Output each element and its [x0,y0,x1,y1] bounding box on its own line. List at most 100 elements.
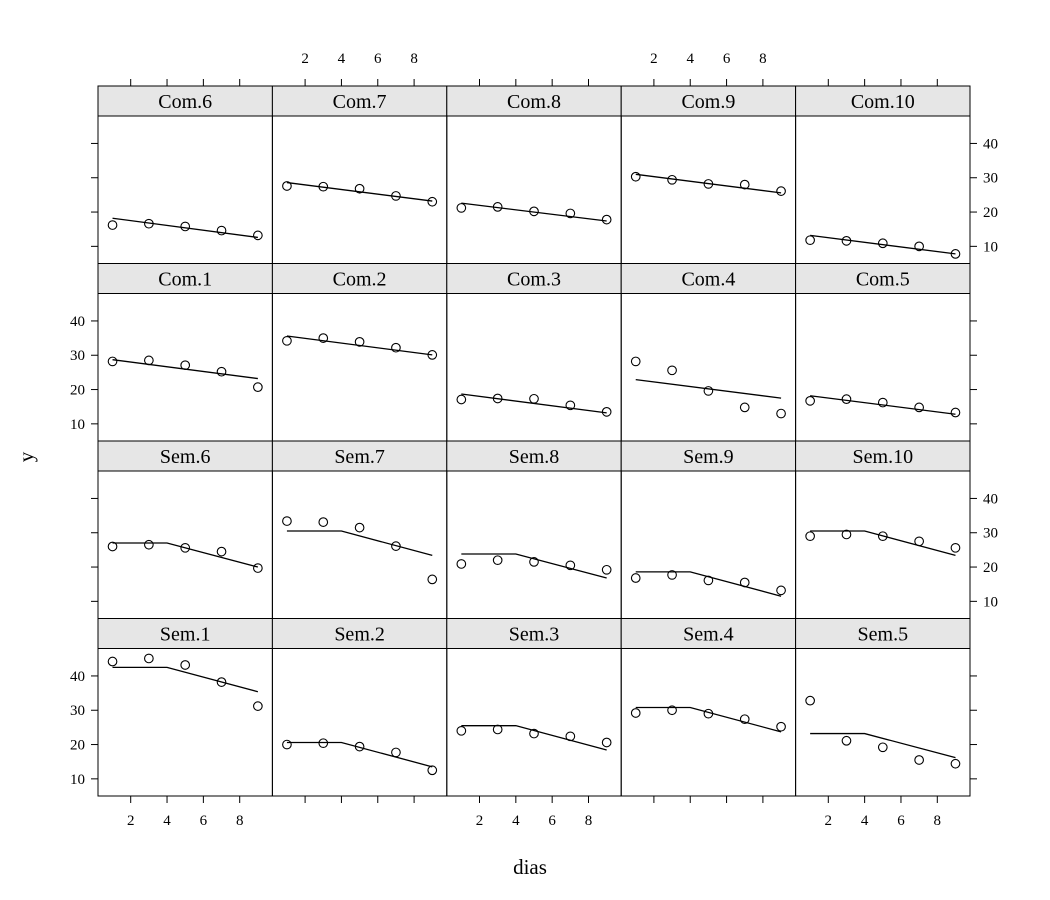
strip-label: Sem.5 [858,624,909,646]
data-point [841,529,852,540]
data-point [107,220,118,230]
x-tick-label: 2 [476,813,484,829]
y-tick-label: 30 [983,526,998,542]
x-tick-label: 6 [374,51,382,67]
panel-frame [97,293,273,442]
panel-frame [97,648,273,797]
fit-line [635,706,782,733]
y-tick-label: 20 [70,738,85,754]
x-tick-label: 8 [934,813,942,829]
y-tick-label: 40 [983,136,998,152]
strip-label: Com.4 [681,269,735,291]
data-point [805,695,815,706]
y-tick-label: 20 [983,560,998,576]
data-point [565,208,576,219]
data-point [427,350,438,360]
panel-com-8: Com.8 [446,85,622,264]
strip [271,263,448,294]
data-point [950,407,961,418]
data-point [107,356,118,367]
strip-label: Com.10 [851,91,915,113]
x-tick-label: 8 [410,51,418,67]
strip [795,440,971,472]
panel-sem-7: Sem.7 [271,440,448,619]
panel-frame [446,470,622,619]
data-point [354,741,365,752]
panel-sem-8: Sem.8 [446,440,622,619]
panel-sem-3: Sem.3 [446,618,622,797]
x-tick-label: 4 [338,51,346,67]
panel-sem-6: Sem.6 [97,440,273,619]
strip-label: Sem.6 [160,446,211,468]
panel-frame [271,648,448,797]
data-point [667,570,677,580]
data-point [776,585,786,596]
data-point [529,206,539,217]
data-point [253,563,263,573]
data-point [601,406,612,417]
panel-sem-2: Sem.2 [271,618,448,797]
x-tick-label: 2 [127,813,135,829]
strip [446,85,622,117]
data-point [739,402,750,413]
data-point [144,218,154,229]
data-point [805,531,815,542]
fit-line [810,732,956,759]
data-point [667,705,677,716]
panel-sem-1: Sem.1 [97,618,273,797]
strip [446,263,622,294]
data-point [805,235,815,246]
data-point [739,577,750,588]
strip-label: Com.8 [507,91,561,113]
panel-frame [271,293,448,442]
data-point [841,735,852,746]
x-tick-label: 8 [585,813,593,829]
data-point [565,400,576,411]
x-tick-label: 2 [301,51,309,67]
fit-line [112,217,258,239]
panel-frame [271,115,448,264]
data-point [318,517,329,527]
strip-label: Com.9 [681,91,735,113]
panel-com-9: Com.9 [620,85,797,264]
panel-com-6: Com.6 [97,85,273,264]
data-point [318,738,329,749]
data-point [427,196,438,207]
panels-layer: Com.6 Com.7 Com.8 Com.9 Com.10 Com.1 Com.2 Com.… [97,85,971,797]
data-point [776,186,786,196]
data-point [914,241,924,252]
data-point [841,394,852,405]
x-tick-label: 6 [723,51,731,67]
fit-line [286,530,433,557]
data-point [253,382,263,392]
data-point [950,249,961,259]
x-axis-title: dias [513,855,547,879]
data-point [601,737,612,748]
fit-line [112,666,259,693]
data-point [180,660,191,670]
x-tick-label: 4 [861,813,869,829]
strip [97,85,273,117]
panel-frame [620,293,797,442]
data-point [877,742,888,753]
data-point [391,747,401,758]
strip [620,440,797,472]
strip-label: Sem.7 [334,446,385,468]
fit-line [810,530,956,557]
y-tick-label: 30 [983,171,998,187]
panel-frame [795,470,971,619]
data-point [456,394,467,405]
fit-line [461,725,607,751]
x-tick-label: 4 [163,813,171,829]
data-point [630,573,641,583]
x-tick-label: 4 [512,813,520,829]
data-point [354,522,365,533]
data-point [216,366,227,377]
y-tick-label: 20 [983,205,998,221]
data-point [667,174,677,185]
data-point [703,575,714,586]
fit-line [286,335,433,356]
y-tick-label: 10 [983,594,998,610]
strip [620,85,797,117]
